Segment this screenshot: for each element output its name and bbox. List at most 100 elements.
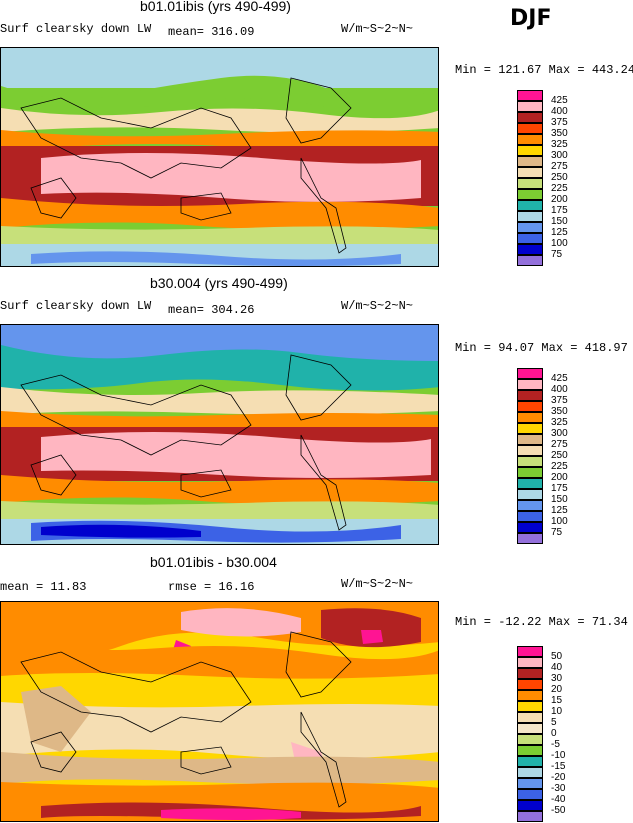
- panel-top-units: W/m~S~2~N~: [341, 22, 414, 36]
- legend-label: 100: [551, 516, 568, 527]
- legend-label: 200: [551, 194, 568, 205]
- legend-label: -10: [551, 750, 566, 761]
- legend-swatch: [517, 456, 543, 467]
- legend-label: 350: [551, 406, 568, 417]
- panel-bottom-map: [0, 601, 439, 822]
- legend-swatch: [517, 167, 543, 178]
- legend-label: 15: [551, 695, 563, 706]
- legend-swatch: [517, 255, 543, 266]
- legend-label: 425: [551, 373, 568, 384]
- legend-label: 400: [551, 384, 568, 395]
- legend-label: 0: [551, 728, 557, 739]
- legend-swatch: [517, 189, 543, 200]
- legend-swatch: [517, 712, 543, 723]
- legend-swatch: [517, 723, 543, 734]
- panel-top-map: [0, 47, 439, 267]
- panel-middle-units: W/m~S~2~N~: [341, 299, 414, 313]
- legend-label: 300: [551, 150, 568, 161]
- legend-label: 150: [551, 494, 568, 505]
- panel-middle-minmax: Min = 94.07 Max = 418.97: [455, 341, 628, 355]
- panel-top-mean: mean= 316.09: [168, 25, 255, 39]
- legend-swatch: [517, 145, 543, 156]
- legend-label: -30: [551, 783, 566, 794]
- legend-label: 325: [551, 139, 568, 150]
- legend-label: 30: [551, 673, 563, 684]
- legend-label: 20: [551, 684, 563, 695]
- legend-swatch: [517, 701, 543, 712]
- legend-label: -40: [551, 794, 566, 805]
- legend-label: 275: [551, 161, 568, 172]
- legend-label: 325: [551, 417, 568, 428]
- legend-label: 375: [551, 117, 568, 128]
- legend-swatch: [517, 522, 543, 533]
- panel-top-variable: Surf clearsky down LW: [0, 22, 152, 36]
- legend-swatch: [517, 200, 543, 211]
- legend-label: 175: [551, 483, 568, 494]
- legend-swatch: [517, 211, 543, 222]
- panel-bottom-units: W/m~S~2~N~: [341, 577, 414, 591]
- legend-swatch: [517, 101, 543, 112]
- legend-swatch: [517, 112, 543, 123]
- legend-label: 75: [551, 249, 563, 260]
- legend-swatch: [517, 445, 543, 456]
- panel-middle-mean: mean= 304.26: [168, 303, 255, 317]
- legend-swatch: [517, 434, 543, 445]
- legend-swatch: [517, 767, 543, 778]
- legend-swatch: [517, 390, 543, 401]
- legend-label: 10: [551, 706, 563, 717]
- legend-swatch: [517, 244, 543, 255]
- legend-swatch: [517, 668, 543, 679]
- legend-swatch: [517, 178, 543, 189]
- legend-label: 40: [551, 662, 563, 673]
- legend-swatch: [517, 800, 543, 811]
- legend-label: 150: [551, 216, 568, 227]
- legend-swatch: [517, 123, 543, 134]
- legend-swatch: [517, 379, 543, 390]
- legend-swatch: [517, 789, 543, 800]
- legend-label: -20: [551, 772, 566, 783]
- legend-label: 375: [551, 395, 568, 406]
- panel-middle-title: b30.004 (yrs 490-499): [150, 275, 288, 291]
- legend-label: 125: [551, 227, 568, 238]
- panel-middle-map: [0, 324, 439, 545]
- legend-swatch: [517, 90, 543, 101]
- panel-top-field: [1, 48, 438, 266]
- legend-label: 5: [551, 717, 557, 728]
- legend-swatch: [517, 467, 543, 478]
- season-label: DJF: [510, 6, 552, 31]
- legend-swatch: [517, 778, 543, 789]
- legend-label: 250: [551, 172, 568, 183]
- panel-middle-variable: Surf clearsky down LW: [0, 299, 152, 313]
- legend-swatch: [517, 690, 543, 701]
- legend-swatch: [517, 500, 543, 511]
- legend-swatch: [517, 423, 543, 434]
- legend-label: 425: [551, 95, 568, 106]
- legend-label: 300: [551, 428, 568, 439]
- legend-label: 225: [551, 183, 568, 194]
- legend-swatch: [517, 478, 543, 489]
- panel-bottom-rmse: rmse = 16.16: [168, 580, 255, 594]
- legend-label: -50: [551, 805, 566, 816]
- legend-swatch: [517, 222, 543, 233]
- legend-label: 350: [551, 128, 568, 139]
- legend-swatch: [517, 679, 543, 690]
- legend-label: -15: [551, 761, 566, 772]
- legend-label: 125: [551, 505, 568, 516]
- legend-swatch: [517, 511, 543, 522]
- panel-top-minmax: Min = 121.67 Max = 443.24: [455, 63, 633, 77]
- legend-swatch: [517, 756, 543, 767]
- panel-bottom-field: [1, 602, 438, 821]
- legend-swatch: [517, 401, 543, 412]
- panel-bottom-mean: mean = 11.83: [0, 580, 87, 594]
- legend-label: 100: [551, 238, 568, 249]
- legend-swatch: [517, 368, 543, 379]
- legend-label: 275: [551, 439, 568, 450]
- panel-top-title: b01.01ibis (yrs 490-499): [140, 0, 291, 14]
- legend-swatch: [517, 156, 543, 167]
- legend-swatch: [517, 489, 543, 500]
- legend-swatch: [517, 657, 543, 668]
- legend-label: 250: [551, 450, 568, 461]
- legend-label: 50: [551, 651, 563, 662]
- panel-bottom-minmax: Min = -12.22 Max = 71.34: [455, 615, 628, 629]
- legend-label: 400: [551, 106, 568, 117]
